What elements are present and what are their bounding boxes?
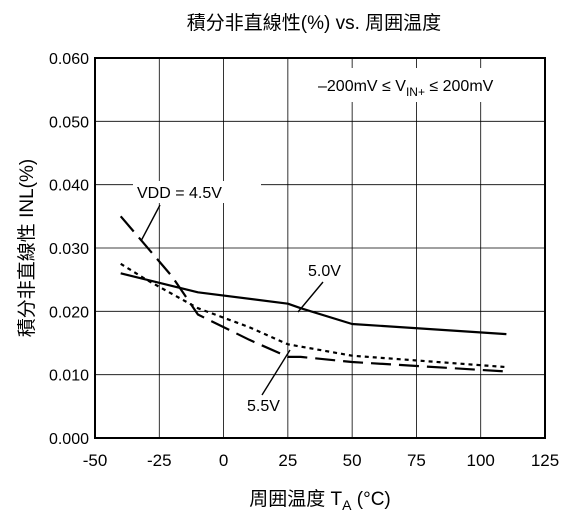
annotation-bg-5-0v bbox=[305, 260, 351, 282]
y-tick-label: 0.010 bbox=[49, 368, 89, 385]
x-tick-label: 125 bbox=[531, 451, 559, 470]
x-axis-label: 周囲温度 TA (°C) bbox=[249, 488, 391, 513]
x-tick-label: 75 bbox=[407, 451, 426, 470]
annotation-leader-vdd bbox=[140, 204, 161, 242]
y-tick-label: 0.020 bbox=[49, 304, 89, 321]
annotation-vdd-4-5v: VDD = 4.5V bbox=[137, 185, 222, 202]
x-axis-label-unit: (°C) bbox=[351, 489, 390, 510]
series-line-dashed bbox=[119, 215, 507, 373]
annotation-leader-5-0v bbox=[297, 281, 324, 313]
y-tick-label: 0.030 bbox=[49, 241, 89, 258]
condition-text: –200mV ≤ VIN+ ≤ 200mV bbox=[318, 78, 494, 99]
y-tick-labels: 0.000 0.010 0.020 0.030 0.040 0.050 0.060 bbox=[49, 51, 89, 448]
y-tick-label: 0.060 bbox=[49, 51, 89, 68]
annotation-5-5v: 5.5V bbox=[247, 398, 280, 415]
series-lines bbox=[119, 215, 507, 373]
condition-pre: –200mV ≤ V bbox=[318, 78, 406, 95]
x-axis-label-sub: A bbox=[342, 497, 352, 513]
x-tick-label: -25 bbox=[147, 451, 172, 470]
condition-box bbox=[311, 68, 539, 102]
condition-post: ≤ 200mV bbox=[425, 78, 494, 95]
annotation-bg-vdd bbox=[133, 181, 261, 203]
y-axis-label: 積分非直線性 INL(%) bbox=[16, 159, 38, 337]
y-tick-label: 0.000 bbox=[49, 431, 89, 448]
chart-title: 積分非直線性(%) vs. 周囲温度 bbox=[187, 12, 441, 34]
x-tick-label: -50 bbox=[83, 451, 108, 470]
annotation-leader-5-5v bbox=[261, 349, 291, 396]
annotation-5-0v: 5.0V bbox=[308, 263, 341, 280]
x-tick-label: 0 bbox=[219, 451, 228, 470]
y-tick-label: 0.040 bbox=[49, 178, 89, 195]
condition-sub: IN+ bbox=[406, 85, 425, 99]
x-axis-label-main: 周囲温度 T bbox=[249, 488, 342, 510]
series-line-dotted bbox=[120, 262, 507, 369]
x-tick-label: 100 bbox=[467, 451, 495, 470]
y-tick-label: 0.050 bbox=[49, 114, 89, 131]
series-line-solid bbox=[120, 272, 507, 336]
x-tick-label: 25 bbox=[278, 451, 297, 470]
plot-frame bbox=[94, 57, 546, 439]
grid bbox=[94, 57, 546, 439]
x-tick-labels: -50 -25 0 25 50 75 100 125 bbox=[83, 451, 559, 470]
x-tick-label: 50 bbox=[343, 451, 362, 470]
